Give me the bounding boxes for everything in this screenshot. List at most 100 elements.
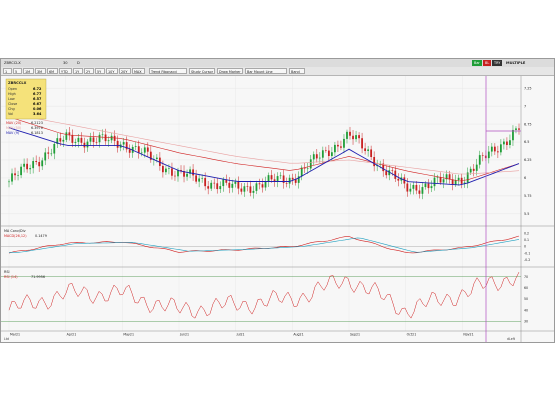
study-cursor-button[interactable]: Study Cursor: [189, 68, 215, 74]
candle-body: [394, 170, 397, 179]
ohlc-info-box: ZBRCCLX Open 6.72 High 6.77 Low 6.57 Close 6.67…: [5, 78, 47, 120]
candle-body: [195, 175, 198, 182]
candle-body: [279, 175, 282, 177]
range-button-1y[interactable]: 1Y: [73, 68, 83, 74]
range-button-ytd[interactable]: YTD: [59, 68, 72, 74]
candle-body: [448, 174, 451, 180]
macd-legend-value: 0.1479: [35, 234, 47, 238]
time-tick-label: Jul21: [236, 333, 245, 337]
info-row-value: 6.67: [33, 102, 42, 106]
candle-body: [512, 129, 514, 141]
candle-body: [125, 142, 128, 150]
candle-body: [327, 150, 330, 156]
candle-body: [321, 150, 324, 158]
rsi-legend-line: RSI (14): [4, 275, 18, 279]
macd-legend-title: MA Conv/Div: [4, 229, 26, 233]
candle-body: [171, 168, 173, 176]
range-button-5[interactable]: 5: [13, 68, 22, 74]
range-button-2y[interactable]: 2Y: [84, 68, 94, 74]
macd-tick-label: -0.1: [524, 251, 530, 255]
candle-body: [210, 182, 213, 189]
candle-body: [424, 183, 427, 188]
candle-body: [80, 137, 83, 143]
ma-line-3: [8, 127, 520, 186]
rsi-tick-label: 60: [524, 286, 528, 290]
bar-tag[interactable]: Bar: [472, 60, 482, 66]
candle-body: [14, 173, 16, 176]
ma-line-1: [8, 116, 520, 182]
candle-body: [41, 160, 44, 167]
candle-body: [219, 186, 222, 190]
candle-body: [249, 186, 252, 193]
rsi-legend: RSI RSI (14) 71.9956: [4, 270, 45, 279]
candle-body: [294, 179, 297, 183]
candle-body: [442, 179, 445, 183]
candle-body: [445, 174, 448, 180]
ma-legend: MAV (20) 6.2123 MAV (50) 6.3970 MAV (9) 6.181…: [6, 121, 43, 135]
range-button-max[interactable]: MAX: [132, 68, 145, 74]
chart-area[interactable]: 7.25 7 6.75 6.5 6.25 6 5.75 5.5 0.2 0.1 0 -0.1 -0.2 7…: [1, 59, 554, 342]
interval-field[interactable]: 30: [63, 61, 68, 65]
range-toolbar: 1 5 1M 3M 6M YTD 1Y 2Y 5Y 10Y 20Y MAX Tr…: [1, 67, 554, 76]
range-button-20y[interactable]: 20Y: [119, 68, 131, 74]
candle-body: [518, 128, 520, 130]
candle-body: [62, 139, 65, 142]
bl-tag[interactable]: BL: [483, 60, 492, 66]
time-tick-label: May21: [123, 333, 134, 337]
candle-body: [433, 177, 436, 187]
candle-body: [397, 178, 400, 181]
range-button-5y[interactable]: 5Y: [95, 68, 105, 74]
candle-body: [472, 168, 475, 171]
rsi-tick-label: 70: [524, 275, 528, 279]
candle-body: [213, 182, 216, 184]
candle-body: [140, 152, 143, 154]
fibonacci-button[interactable]: Trend Fibonacci: [149, 68, 187, 74]
range-button-6m[interactable]: 6M: [47, 68, 58, 74]
range-button-10y[interactable]: 10Y: [106, 68, 118, 74]
range-button-1m[interactable]: 1M: [23, 68, 34, 74]
candle-body: [255, 183, 258, 191]
candle-body: [406, 183, 409, 192]
candle-body: [155, 157, 158, 159]
candle-body: [183, 171, 185, 177]
candle-body: [243, 186, 246, 192]
bar-mount-line-button[interactable]: Bar Mount Line: [245, 68, 287, 74]
range-button-3m[interactable]: 3M: [35, 68, 46, 74]
candle-body: [421, 187, 424, 194]
candle-body: [174, 175, 176, 177]
candle-body: [370, 149, 373, 158]
candle-body: [261, 184, 264, 188]
frequency-field[interactable]: D: [77, 61, 80, 65]
candle-body: [318, 157, 321, 159]
candle-body: [388, 170, 391, 176]
ma-legend-name: MAV (50): [6, 126, 22, 130]
candle-body: [288, 177, 291, 184]
rsi-tick-label: 50: [524, 297, 528, 301]
candle-body: [44, 152, 47, 161]
candle-body: [228, 182, 231, 188]
try-tag[interactable]: TRY: [492, 60, 503, 66]
candle-body: [237, 181, 240, 189]
candle-body: [104, 134, 107, 142]
symbol-field[interactable]: ZBRCCLX: [4, 61, 21, 65]
range-button-1[interactable]: 1: [3, 68, 12, 74]
candle-body: [207, 186, 210, 189]
candle-body: [95, 142, 98, 143]
candle-body: [137, 146, 140, 153]
candle-body: [276, 176, 279, 182]
candle-body: [463, 182, 466, 184]
info-row-label: Vol: [8, 112, 13, 116]
band-button[interactable]: Band: [289, 68, 305, 74]
candle-body: [258, 183, 261, 185]
rsi-legend-title: RSI: [4, 270, 10, 274]
candle-body: [391, 170, 394, 171]
candle-body: [324, 150, 327, 151]
draw-marker-button[interactable]: Draw Marker: [217, 68, 243, 74]
candle-body: [32, 161, 35, 169]
candle-body: [306, 168, 309, 170]
time-tick-label: Mar21: [10, 333, 20, 337]
candle-body: [180, 170, 182, 172]
time-tick-label: Oct21: [407, 333, 417, 337]
candle-body: [282, 175, 285, 183]
rsi-panel: [1, 271, 521, 322]
